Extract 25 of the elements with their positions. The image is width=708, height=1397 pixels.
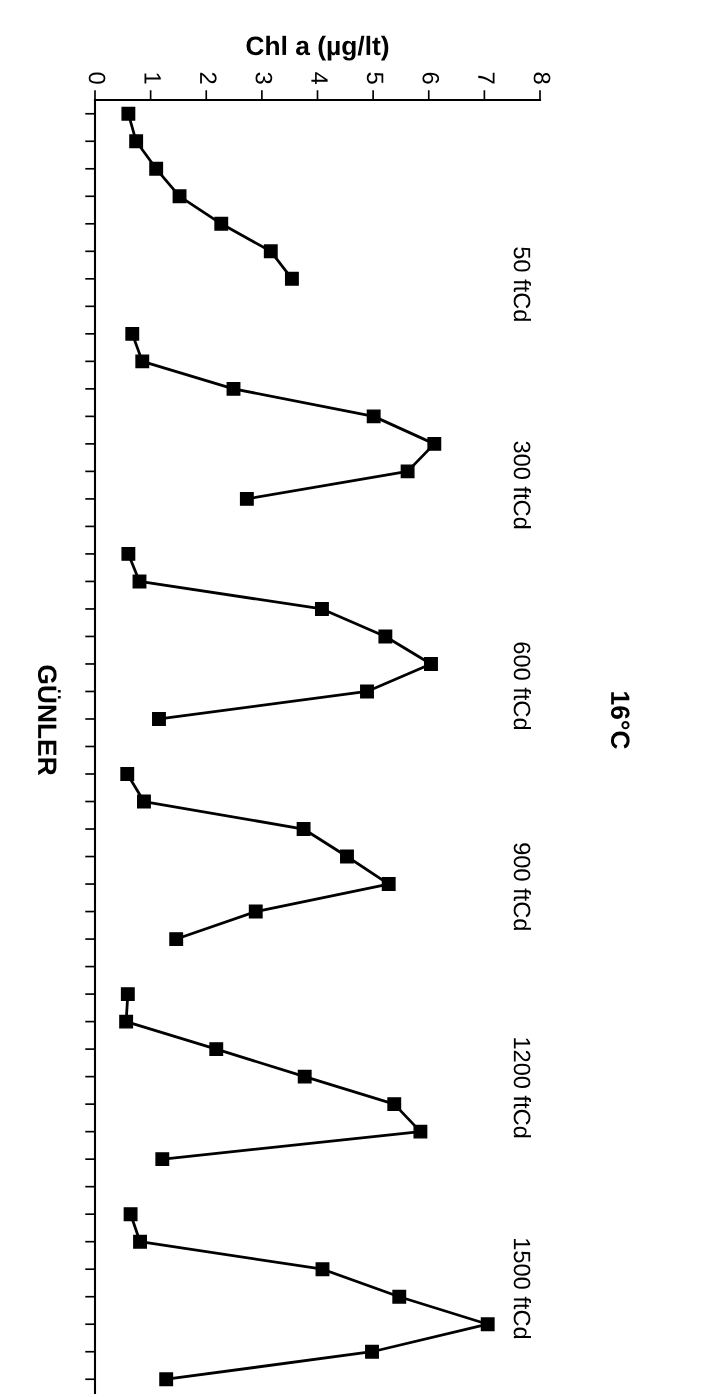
point xyxy=(123,1207,138,1222)
x-tick-label: 6 xyxy=(422,72,440,84)
x-axis-title: Chl a (µg/lt) xyxy=(246,35,389,61)
x-tick-label: 4 xyxy=(311,72,328,85)
x-tick-label: 5 xyxy=(366,72,384,84)
point xyxy=(315,1262,330,1277)
x-tick-label: 8 xyxy=(533,72,551,84)
annotation: 300 ftCd xyxy=(513,441,532,529)
point xyxy=(159,1372,174,1387)
point xyxy=(133,1234,148,1249)
text: 16°C xyxy=(610,692,630,749)
x-tick-label: 0 xyxy=(88,72,106,84)
annotation: 900 ftCd xyxy=(513,843,532,930)
y-axis-title: GÜNLER xyxy=(37,665,61,776)
x-tick-label: 1 xyxy=(144,73,161,84)
annotation: 1500 ftCd xyxy=(513,1239,532,1339)
annotation: 50 ftCd xyxy=(513,247,532,321)
point xyxy=(392,1289,407,1304)
annotation: 600 ftCd xyxy=(513,642,532,730)
point xyxy=(480,1317,495,1332)
annotation: 1200 ftCd xyxy=(513,1038,532,1138)
x-tick-label: 7 xyxy=(478,72,495,84)
point xyxy=(365,1344,379,1359)
x-tick-label: 3 xyxy=(255,72,273,84)
x-tick-label: 2 xyxy=(200,72,217,84)
